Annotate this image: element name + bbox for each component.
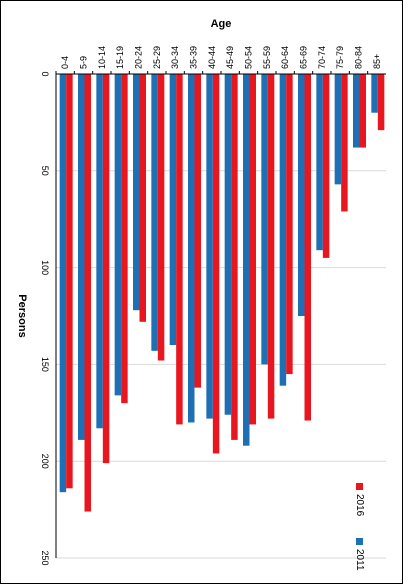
category-tick-label: 20-24 [134,46,144,69]
bar-2011-40-44 [206,74,213,419]
bar-2016-40-44 [212,74,220,454]
bar-2011-30-34 [169,74,177,346]
bar-2011-5-9 [78,74,85,440]
bar-2016-10-14 [102,74,110,464]
bar-2011-45-49 [224,74,232,415]
legend: 2016 2011 [354,483,365,571]
category-tick-label: 35-39 [189,46,199,69]
bar-2011-80-84 [353,74,360,148]
bar-2011-75-79 [334,74,342,185]
bar-2016-75-79 [341,74,348,212]
category-tick-label: 55-59 [262,46,272,69]
axes: 0 50 100 150 200 250 0-4 5-9 10-14 15-19 20-24 25-2… [40,46,386,566]
bar-2011-60-64 [279,74,287,386]
category-tick-label: 75-79 [335,46,345,69]
bar-2016-20-24 [139,74,146,322]
bar-2016-0-4 [66,74,73,489]
category-tick-label: 5-9 [79,56,89,69]
category-tick-label: 45-49 [225,46,235,69]
category-tick-label: 65-69 [299,46,309,69]
bar-2016-45-49 [231,74,238,440]
category-tick-label: 60-64 [280,46,290,69]
value-tick-label: 250 [40,550,50,565]
bar-2011-65-69 [298,74,305,316]
value-tick-label: 200 [40,454,50,469]
category-tick-label: 40-44 [207,46,217,69]
bar-2011-50-54 [243,74,250,446]
bar-2011-70-74 [316,74,323,251]
category-tick-label: 80-84 [354,46,364,69]
category-tick-label: 0-4 [60,56,70,69]
category-tick-label: 15-19 [115,46,125,69]
bar-2016-35-39 [194,74,201,388]
bar-2016-5-9 [84,74,91,512]
category-tick-label: 50-54 [244,46,254,69]
persons-axis-title: Persons [16,294,28,337]
value-tick-label: 0 [40,71,50,76]
bar-2016-65-69 [304,74,311,421]
value-tick-label: 50 [40,166,50,176]
category-tick-label: 10-14 [97,46,107,69]
bar-2011-85+ [371,74,378,113]
value-tick-label: 100 [40,260,50,275]
gridlines [56,170,386,559]
legend-swatch-2011 [356,538,363,545]
bar-2016-60-64 [286,74,293,375]
bars-group [59,74,385,512]
category-tick-label: 85+ [372,54,382,69]
bar-2016-80-84 [359,74,366,148]
bar-2011-55-59 [261,74,268,365]
legend-swatch-2016 [356,483,363,490]
age-axis-title: Age [211,18,232,30]
bar-2011-35-39 [188,74,195,423]
bar-2011-20-24 [133,74,140,311]
category-tick-label: 30-34 [170,46,180,69]
category-tick-label: 25-29 [152,46,162,69]
bar-2011-25-29 [151,74,158,351]
bar-2011-15-19 [114,74,122,396]
legend-label-2011: 2011 [354,549,365,571]
bar-2016-15-19 [121,74,128,404]
bar-2016-70-74 [322,74,330,258]
bar-2016-55-59 [267,74,275,419]
legend-label-2016: 2016 [354,494,365,517]
value-tick-label: 150 [40,357,50,372]
bar-2016-30-34 [176,74,183,425]
bar-2016-25-29 [157,74,165,361]
category-tick-label: 70-74 [317,46,327,69]
bar-2016-85+ [377,74,385,131]
bar-2016-50-54 [249,74,256,425]
bar-2011-10-14 [96,74,103,429]
bar-2011-0-4 [59,74,67,493]
